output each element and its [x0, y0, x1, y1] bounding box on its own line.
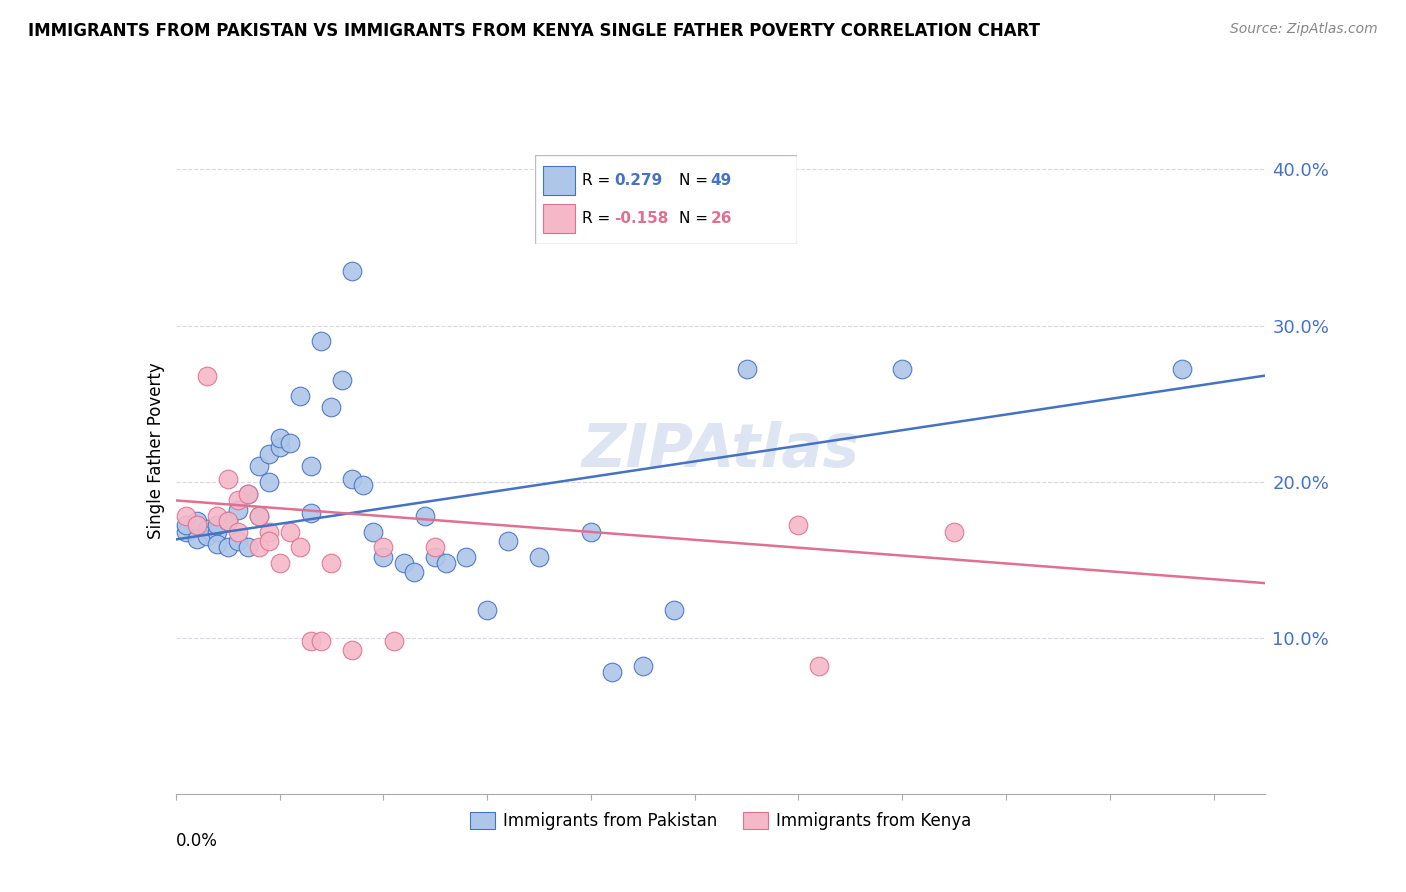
Point [434, 556, 457, 570]
Point [186, 533, 208, 547]
Point [1171, 362, 1194, 376]
Text: IMMIGRANTS FROM PAKISTAN VS IMMIGRANTS FROM KENYA SINGLE FATHER POVERTY CORRELAT: IMMIGRANTS FROM PAKISTAN VS IMMIGRANTS F… [28, 22, 1040, 40]
Point [257, 533, 280, 548]
Point [195, 521, 218, 535]
Point [631, 658, 654, 673]
Point [186, 514, 208, 528]
Point [373, 540, 395, 554]
Point [207, 524, 229, 539]
Point [321, 400, 343, 414]
Point [238, 487, 260, 501]
Point [247, 508, 270, 523]
Point [290, 389, 312, 403]
Point [226, 502, 249, 516]
Point [195, 529, 218, 543]
Point [413, 508, 436, 523]
Point [247, 540, 270, 554]
Point [207, 508, 229, 523]
Point [247, 508, 270, 523]
Point [425, 549, 447, 564]
Point [217, 514, 239, 528]
Point [382, 633, 405, 648]
Point [257, 524, 280, 539]
Point [425, 540, 447, 554]
Point [309, 334, 332, 348]
Point [496, 533, 519, 548]
Point [340, 643, 363, 657]
Point [226, 493, 249, 508]
Point [257, 446, 280, 460]
Point [299, 506, 322, 520]
Point [943, 524, 966, 539]
Point [174, 518, 197, 533]
Point [456, 549, 478, 564]
Point [373, 549, 395, 564]
Point [309, 633, 332, 648]
Point [238, 487, 260, 501]
Point [579, 524, 602, 539]
Point [475, 603, 498, 617]
Point [352, 478, 374, 492]
Point [735, 362, 758, 376]
Point [299, 633, 322, 648]
Legend: Immigrants from Pakistan, Immigrants from Kenya: Immigrants from Pakistan, Immigrants fro… [464, 805, 977, 837]
Point [269, 431, 291, 445]
Point [600, 665, 623, 680]
Point [278, 435, 301, 450]
Point [186, 518, 208, 533]
Point [340, 471, 363, 485]
Point [321, 556, 343, 570]
Point [226, 524, 249, 539]
Point [269, 556, 291, 570]
Point [226, 533, 249, 548]
Point [217, 514, 239, 528]
Point [257, 475, 280, 489]
Point [290, 540, 312, 554]
Point [527, 549, 550, 564]
Point [195, 368, 218, 383]
Point [330, 373, 353, 387]
Point [217, 471, 239, 485]
Text: 0.0%: 0.0% [176, 831, 218, 850]
Point [361, 524, 384, 539]
Text: Source: ZipAtlas.com: Source: ZipAtlas.com [1230, 22, 1378, 37]
Point [278, 524, 301, 539]
Point [891, 362, 914, 376]
Point [392, 556, 415, 570]
Point [247, 458, 270, 473]
Point [207, 518, 229, 533]
Point [404, 566, 426, 580]
Point [787, 518, 810, 533]
Point [174, 524, 197, 539]
Point [217, 540, 239, 554]
Y-axis label: Single Father Poverty: Single Father Poverty [146, 362, 165, 539]
Point [269, 440, 291, 454]
Point [207, 537, 229, 551]
Point [340, 264, 363, 278]
Point [299, 458, 322, 473]
Point [808, 658, 831, 673]
Text: ZIPAtlas: ZIPAtlas [582, 421, 859, 480]
Point [174, 508, 197, 523]
Point [238, 540, 260, 554]
Point [662, 603, 685, 617]
